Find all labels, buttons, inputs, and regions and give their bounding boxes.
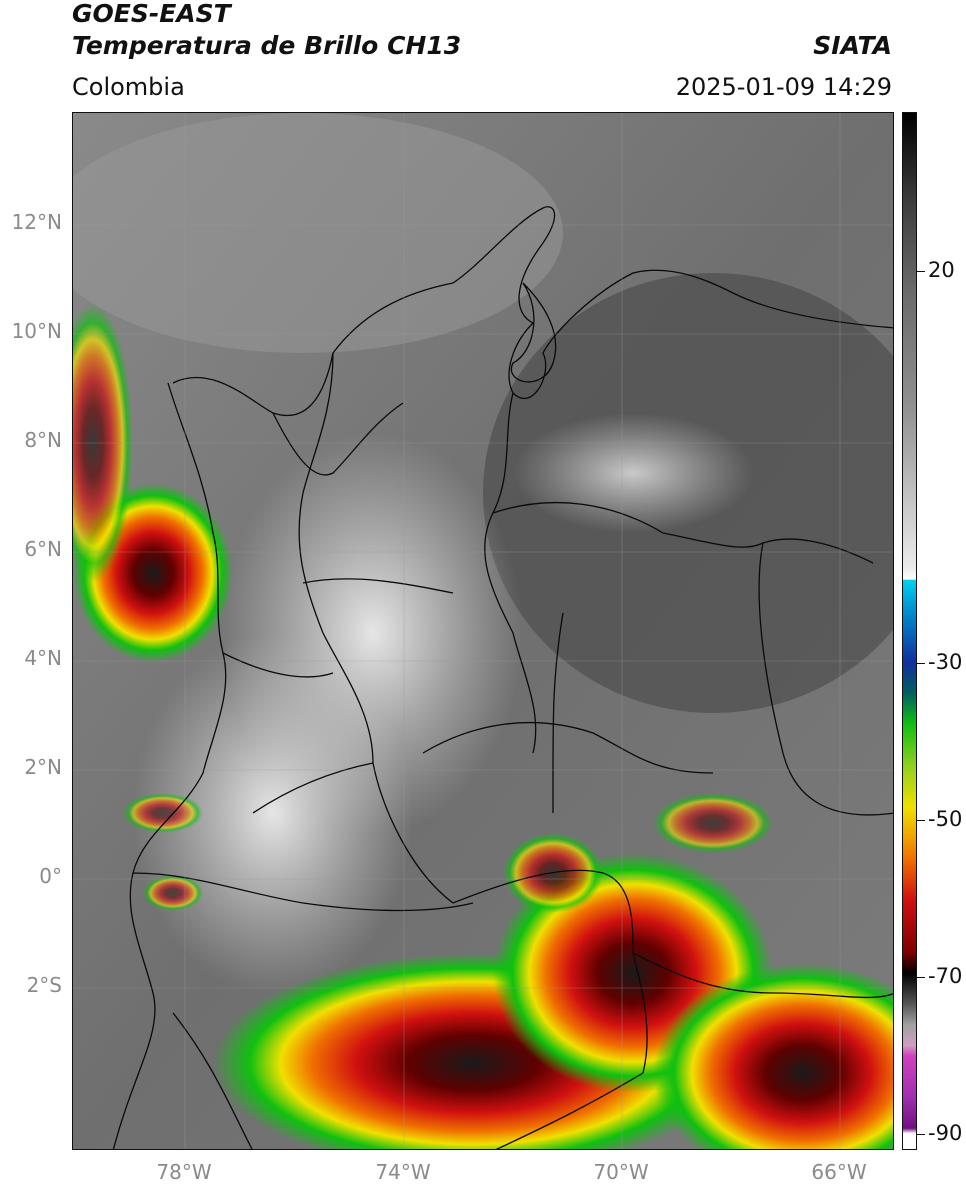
satellite-map [72, 112, 894, 1150]
colorbar [902, 112, 917, 1150]
lat-label: 10°N [11, 319, 62, 343]
map-canvas [73, 113, 893, 1149]
lat-label: 8°N [24, 428, 62, 452]
colorbar-tick [917, 820, 925, 821]
caribbean-area [73, 113, 563, 353]
lat-label: 6°N [24, 537, 62, 561]
storm-cell [653, 793, 773, 853]
lon-label: 70°W [593, 1160, 649, 1184]
timestamp-label: 2025-01-09 14:29 [675, 73, 892, 101]
colorbar-label: 20 [928, 258, 955, 282]
lat-label: 0° [39, 864, 62, 888]
storm-cell [123, 793, 203, 833]
lat-label: 2°N [24, 755, 62, 779]
lat-label: 12°N [11, 210, 62, 234]
colorbar-tick [917, 977, 925, 978]
brand-label: SIATA [813, 31, 892, 60]
colorbar-label: -90 [928, 1121, 963, 1145]
lon-label: 78°W [156, 1160, 212, 1184]
colorbar-label: -30 [928, 650, 963, 674]
pacific-clouds [133, 633, 413, 993]
colorbar-label: -70 [928, 964, 963, 988]
colorbar-tick [917, 1134, 925, 1135]
graticule [73, 113, 893, 1149]
lat-label: 2°S [26, 973, 62, 997]
lake-clouds [513, 413, 753, 533]
colorbar-label: -50 [928, 807, 963, 831]
storm-amazon-east [653, 963, 893, 1149]
lon-label: 66°W [811, 1160, 867, 1184]
political-borders [112, 206, 893, 1149]
colorbar-tick [917, 271, 925, 272]
region-label: Colombia [72, 73, 185, 101]
lat-label: 4°N [24, 646, 62, 670]
storm-cell [143, 875, 203, 911]
product-title: GOES-EAST [72, 0, 231, 28]
lon-label: 74°W [375, 1160, 431, 1184]
product-subtitle: Temperatura de Brillo CH13 [72, 31, 462, 60]
colorbar-tick [917, 663, 925, 664]
